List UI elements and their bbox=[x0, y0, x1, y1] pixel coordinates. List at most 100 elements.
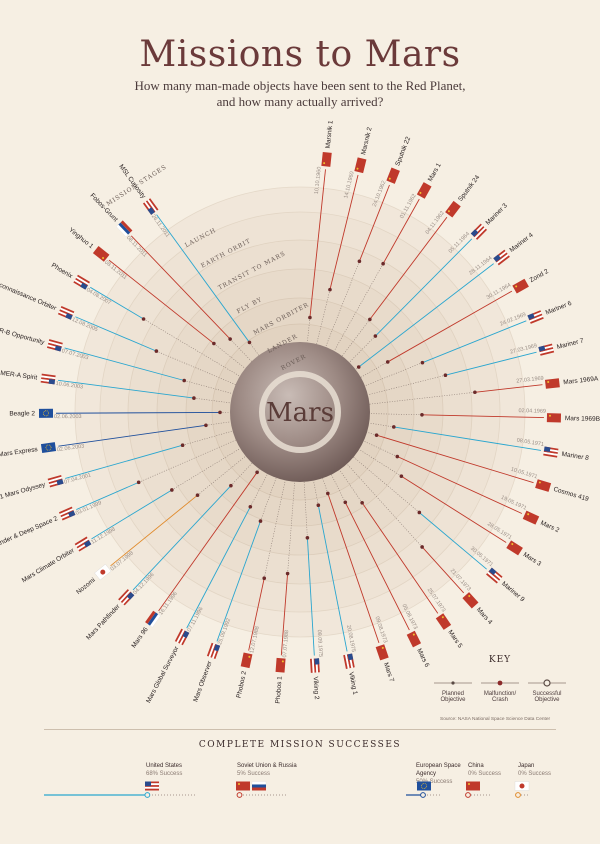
flag-icon bbox=[40, 373, 56, 385]
success-group-japan: Japan 0% Success bbox=[518, 762, 551, 778]
success-group-pct: 5% Success bbox=[237, 771, 271, 777]
mission-spoke bbox=[186, 506, 251, 629]
flag-icon bbox=[386, 167, 400, 184]
flag-icon bbox=[466, 781, 480, 791]
mission-spoke bbox=[108, 259, 215, 344]
mission-planned-path bbox=[363, 440, 398, 457]
mission-planned-path bbox=[349, 335, 376, 363]
mission-spoke bbox=[306, 537, 315, 656]
mission-endpoint bbox=[141, 317, 146, 321]
mission-spoke bbox=[65, 444, 183, 479]
success-group-name: Japan bbox=[518, 763, 535, 769]
success-group-us: United States 68% Success bbox=[146, 762, 182, 778]
mission-spoke bbox=[358, 184, 390, 262]
mission-planned-path bbox=[366, 431, 377, 436]
mission-date: 09.09.1975 bbox=[316, 630, 324, 658]
mission-planned-path bbox=[367, 374, 446, 396]
success-group-soviet: Soviet Union & Russia 5% Success bbox=[237, 762, 297, 778]
successes-divider bbox=[44, 729, 556, 730]
mission-spoke bbox=[376, 434, 534, 484]
mission-endpoint bbox=[170, 488, 174, 492]
flag-icon bbox=[310, 658, 320, 673]
mission-planned-path bbox=[260, 477, 277, 522]
success-group-esa: European Space Agency 50% Success bbox=[416, 762, 468, 786]
mission-spoke bbox=[58, 379, 194, 399]
mission-spoke bbox=[64, 347, 185, 381]
mission-planned-path bbox=[229, 338, 252, 362]
mission-spoke bbox=[397, 456, 523, 514]
flag-icon bbox=[538, 343, 555, 356]
mission-planned-path bbox=[197, 455, 246, 496]
mission-spoke bbox=[132, 485, 232, 591]
mission-planned-path bbox=[353, 456, 420, 513]
mission-planned-path bbox=[143, 318, 240, 377]
mission-spoke bbox=[474, 384, 543, 393]
mission-endpoint bbox=[136, 480, 141, 485]
mission-planned-path bbox=[213, 343, 246, 369]
success-group-pct: 0% Success bbox=[518, 771, 552, 777]
flag-icon bbox=[118, 589, 135, 606]
mission-planned-path bbox=[250, 473, 268, 507]
flag-icon bbox=[354, 157, 367, 174]
flag-icon bbox=[417, 781, 431, 791]
mission-spoke bbox=[280, 573, 289, 656]
mission-planned-path bbox=[171, 448, 241, 491]
success-group-name: Soviet Union & Russia bbox=[237, 763, 297, 769]
mission-name: Phobos 1 bbox=[275, 676, 284, 704]
flag-icon bbox=[514, 781, 530, 791]
key-planned-label: Planned Objective bbox=[440, 691, 466, 703]
flag-icon bbox=[486, 567, 503, 584]
flag-icon bbox=[40, 442, 57, 453]
mission-endpoint bbox=[229, 483, 233, 488]
mission-endpoint bbox=[180, 443, 185, 448]
mission-planned-path bbox=[333, 263, 384, 352]
mission-name: Viking 1 bbox=[347, 671, 358, 695]
mission-spoke bbox=[329, 174, 359, 290]
mission-endpoint bbox=[360, 500, 364, 505]
mission-name: Viking 2 bbox=[312, 676, 320, 700]
mission-endpoint bbox=[228, 337, 232, 341]
mission-endpoint bbox=[392, 425, 396, 429]
flag-icon bbox=[544, 378, 560, 389]
flag-icon bbox=[375, 644, 389, 661]
mission-endpoint bbox=[258, 519, 263, 523]
mars-planet bbox=[230, 342, 370, 482]
mission-endpoint bbox=[285, 571, 290, 576]
mission-endpoint bbox=[154, 349, 159, 353]
key-success-label: Successful Objective bbox=[532, 691, 562, 703]
flag-icon bbox=[251, 781, 267, 791]
mission-planned-path bbox=[138, 439, 236, 483]
mission-endpoint bbox=[420, 545, 424, 549]
mission-endpoint bbox=[357, 259, 362, 264]
flag-icon bbox=[145, 610, 161, 628]
mission-planned-path bbox=[341, 319, 371, 357]
mission-endpoint bbox=[399, 474, 404, 478]
key-success: Successful Objective bbox=[524, 677, 570, 703]
success-group-pct: 50% Success bbox=[416, 779, 453, 785]
flag-icon bbox=[435, 613, 452, 630]
mission-spoke bbox=[421, 546, 465, 594]
mission-spoke bbox=[75, 316, 157, 352]
mission-endpoint bbox=[368, 317, 372, 322]
flag-icon bbox=[236, 781, 250, 791]
mission-endpoint bbox=[381, 261, 385, 266]
flag-icon bbox=[142, 198, 159, 215]
success-group-name: European Space Agency bbox=[416, 763, 461, 777]
mission-spoke bbox=[422, 320, 527, 364]
mission-endpoint bbox=[182, 378, 187, 383]
mission-name: Beagle 2 bbox=[9, 410, 35, 417]
flag-icon bbox=[321, 151, 332, 167]
mission-planned-path bbox=[307, 317, 311, 343]
mission-planned-path bbox=[358, 449, 402, 477]
mission-spoke bbox=[375, 238, 473, 337]
mission-spoke bbox=[369, 216, 448, 320]
mission-date: 10.10.1960 bbox=[314, 166, 323, 194]
mission-spoke bbox=[327, 493, 380, 644]
successes-title: COMPLETE MISSION SUCCESSES bbox=[198, 740, 402, 750]
mission-date: 20.08.1975 bbox=[345, 625, 356, 653]
flag-icon bbox=[462, 592, 479, 609]
mission-endpoint bbox=[326, 491, 330, 496]
mission-endpoint bbox=[212, 341, 216, 346]
